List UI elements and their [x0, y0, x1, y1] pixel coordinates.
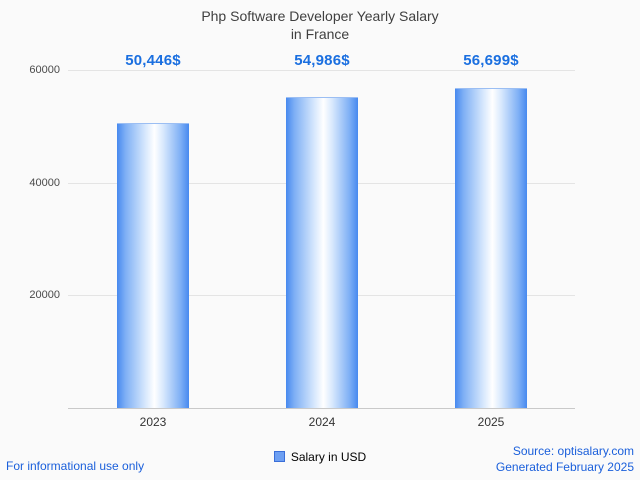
y-tick-40000: 40000 — [29, 176, 60, 189]
gridline-60000 — [68, 70, 575, 71]
chart-title-line-2: in France — [290, 26, 350, 43]
chart-title: Php Software Developer Yearly Salary in … — [0, 7, 640, 43]
x-tick-2023: 2023 — [139, 415, 167, 429]
plot-area — [68, 70, 575, 409]
bar-value-label-2025: 56,699$ — [463, 52, 519, 69]
bar-value-label-2023: 50,446$ — [125, 52, 181, 69]
x-tick-2024: 2024 — [308, 415, 336, 429]
chart-title-line-1: Php Software Developer Yearly Salary — [201, 8, 439, 24]
generated-text: Generated February 2025 — [495, 459, 634, 474]
y-tick-60000: 60000 — [29, 64, 60, 76]
bar-2024 — [286, 97, 358, 408]
bar-2023 — [117, 123, 189, 408]
x-tick-2025: 2025 — [477, 415, 505, 429]
bar-value-label-2024: 54,986$ — [294, 52, 350, 69]
legend-swatch-icon — [273, 451, 285, 463]
legend: Salary in USD — [0, 450, 640, 464]
legend-label: Salary in USD — [290, 450, 367, 464]
y-tick-20000: 20000 — [29, 289, 60, 302]
bar-2025 — [455, 88, 527, 408]
disclaimer-text: For informational use only — [6, 459, 145, 473]
source-text: Source: optisalary.com — [512, 443, 634, 458]
source-block: Source: optisalary.com Generated Februar… — [496, 443, 634, 475]
